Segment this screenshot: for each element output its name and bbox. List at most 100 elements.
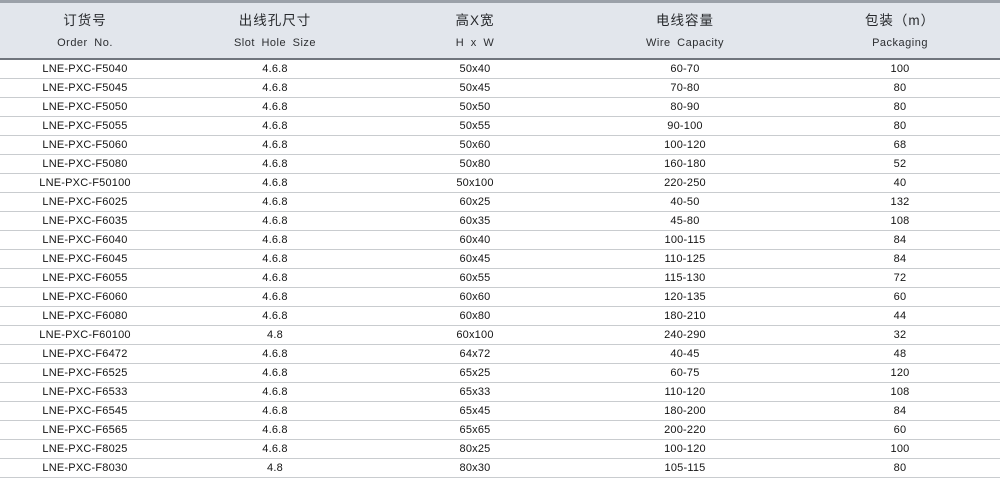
table-row: LNE-PXC-F50100 4.6.8 50x100 220-250 40 [0, 174, 1000, 193]
cell-order-no: LNE-PXC-F5045 [42, 82, 128, 94]
cell-slot-hole-size: 4.6.8 [262, 348, 288, 360]
cell-h-x-w: 60x45 [459, 253, 491, 265]
cell-h-x-w: 60x100 [456, 329, 494, 341]
cell-wire-capacity: 40-45 [670, 348, 700, 360]
cell-wire-capacity: 220-250 [664, 177, 706, 189]
cell-h-x-w: 50x45 [459, 82, 491, 94]
cell-wire-capacity: 60-75 [670, 367, 700, 379]
cell-slot-hole-size: 4.6.8 [262, 196, 288, 208]
table-row: LNE-PXC-F6565 4.6.8 65x65 200-220 60 [0, 421, 1000, 440]
cell-order-no: LNE-PXC-F6035 [42, 215, 128, 227]
cell-h-x-w: 60x35 [459, 215, 491, 227]
cell-packaging: 48 [893, 348, 907, 360]
cell-order-no: LNE-PXC-F5055 [42, 120, 128, 132]
table-row: LNE-PXC-F6055 4.6.8 60x55 115-130 72 [0, 269, 1000, 288]
cell-wire-capacity: 70-80 [670, 82, 700, 94]
table-row: LNE-PXC-F5045 4.6.8 50x45 70-80 80 [0, 79, 1000, 98]
cell-slot-hole-size: 4.6.8 [262, 443, 288, 455]
cell-order-no: LNE-PXC-F6472 [42, 348, 128, 360]
column-header-en: Packaging [872, 37, 928, 49]
cell-packaging: 108 [890, 215, 910, 227]
cell-wire-capacity: 240-290 [664, 329, 706, 341]
cell-wire-capacity: 90-100 [667, 120, 703, 132]
table-row: LNE-PXC-F8025 4.6.8 80x25 100-120 100 [0, 440, 1000, 459]
cell-packaging: 80 [893, 101, 907, 113]
cell-packaging: 100 [890, 63, 910, 75]
cell-packaging: 80 [893, 120, 907, 132]
cell-slot-hole-size: 4.6.8 [262, 272, 288, 284]
cell-wire-capacity: 180-200 [664, 405, 706, 417]
table-row: LNE-PXC-F5050 4.6.8 50x50 80-90 80 [0, 98, 1000, 117]
cell-order-no: LNE-PXC-F8030 [42, 462, 128, 474]
cell-slot-hole-size: 4.6.8 [262, 234, 288, 246]
cell-wire-capacity: 115-130 [664, 272, 706, 284]
cell-order-no: LNE-PXC-F50100 [39, 177, 131, 189]
cell-h-x-w: 50x40 [459, 63, 491, 75]
cell-packaging: 40 [893, 177, 907, 189]
table-row: LNE-PXC-F60100 4.8 60x100 240-290 32 [0, 326, 1000, 345]
table-row: LNE-PXC-F5060 4.6.8 50x60 100-120 68 [0, 136, 1000, 155]
cell-slot-hole-size: 4.6.8 [262, 310, 288, 322]
column-header-order-no: 订货号 Order No. [0, 3, 170, 58]
column-header-en: H x W [455, 37, 495, 49]
table-row: LNE-PXC-F8030 4.8 80x30 105-115 80 [0, 459, 1000, 478]
cell-packaging: 60 [893, 424, 907, 436]
cell-packaging: 44 [893, 310, 907, 322]
cell-order-no: LNE-PXC-F6545 [42, 405, 128, 417]
cell-wire-capacity: 100-120 [664, 139, 706, 151]
cell-packaging: 84 [893, 253, 907, 265]
cell-slot-hole-size: 4.6.8 [262, 63, 288, 75]
cell-h-x-w: 80x30 [459, 462, 491, 474]
cell-order-no: LNE-PXC-F6525 [42, 367, 128, 379]
cell-slot-hole-size: 4.8 [267, 462, 283, 474]
table-row: LNE-PXC-F5055 4.6.8 50x55 90-100 80 [0, 117, 1000, 136]
cell-packaging: 80 [893, 82, 907, 94]
table-row: LNE-PXC-F5040 4.6.8 50x40 60-70 100 [0, 60, 1000, 79]
cell-slot-hole-size: 4.6.8 [262, 101, 288, 113]
cell-order-no: LNE-PXC-F6060 [42, 291, 128, 303]
column-header-h-x-w: 高X宽 H x W [380, 3, 570, 58]
cell-slot-hole-size: 4.6.8 [262, 177, 288, 189]
table-row: LNE-PXC-F6060 4.6.8 60x60 120-135 60 [0, 288, 1000, 307]
cell-wire-capacity: 120-135 [664, 291, 706, 303]
cell-slot-hole-size: 4.6.8 [262, 424, 288, 436]
cell-h-x-w: 64x72 [459, 348, 491, 360]
cell-h-x-w: 80x25 [459, 443, 491, 455]
cell-h-x-w: 60x55 [459, 272, 491, 284]
cell-slot-hole-size: 4.6.8 [262, 139, 288, 151]
table-header: 订货号 Order No. 出线孔尺寸 Slot Hole Size 高X宽 H… [0, 0, 1000, 60]
cell-packaging: 80 [893, 462, 907, 474]
cell-h-x-w: 65x45 [459, 405, 491, 417]
cell-order-no: LNE-PXC-F5060 [42, 139, 128, 151]
column-header-en: Slot Hole Size [233, 37, 317, 49]
cell-packaging: 52 [893, 158, 907, 170]
column-header-en: Order No. [57, 37, 113, 49]
cell-packaging: 108 [890, 386, 910, 398]
table-row: LNE-PXC-F6545 4.6.8 65x45 180-200 84 [0, 402, 1000, 421]
cell-wire-capacity: 180-210 [664, 310, 706, 322]
column-header-packaging: 包装（m） Packaging [800, 3, 1000, 58]
column-header-zh: 订货号 [63, 13, 107, 28]
cell-slot-hole-size: 4.6.8 [262, 405, 288, 417]
cell-order-no: LNE-PXC-F5080 [42, 158, 128, 170]
cell-h-x-w: 50x60 [459, 139, 491, 151]
cell-order-no: LNE-PXC-F6025 [42, 196, 128, 208]
column-header-zh: 高X宽 [455, 13, 495, 28]
cell-packaging: 120 [890, 367, 910, 379]
cell-wire-capacity: 45-80 [670, 215, 700, 227]
cell-order-no: LNE-PXC-F8025 [42, 443, 128, 455]
cell-order-no: LNE-PXC-F6045 [42, 253, 128, 265]
cell-wire-capacity: 110-125 [664, 253, 706, 265]
cell-order-no: LNE-PXC-F5050 [42, 101, 128, 113]
cell-wire-capacity: 105-115 [664, 462, 706, 474]
cell-h-x-w: 50x50 [459, 101, 491, 113]
cell-h-x-w: 60x60 [459, 291, 491, 303]
table-row: LNE-PXC-F6025 4.6.8 60x25 40-50 132 [0, 193, 1000, 212]
table-row: LNE-PXC-F6035 4.6.8 60x35 45-80 108 [0, 212, 1000, 231]
cell-order-no: LNE-PXC-F6055 [42, 272, 128, 284]
cell-packaging: 84 [893, 234, 907, 246]
cell-packaging: 60 [893, 291, 907, 303]
cell-wire-capacity: 200-220 [664, 424, 706, 436]
cell-h-x-w: 50x100 [456, 177, 494, 189]
